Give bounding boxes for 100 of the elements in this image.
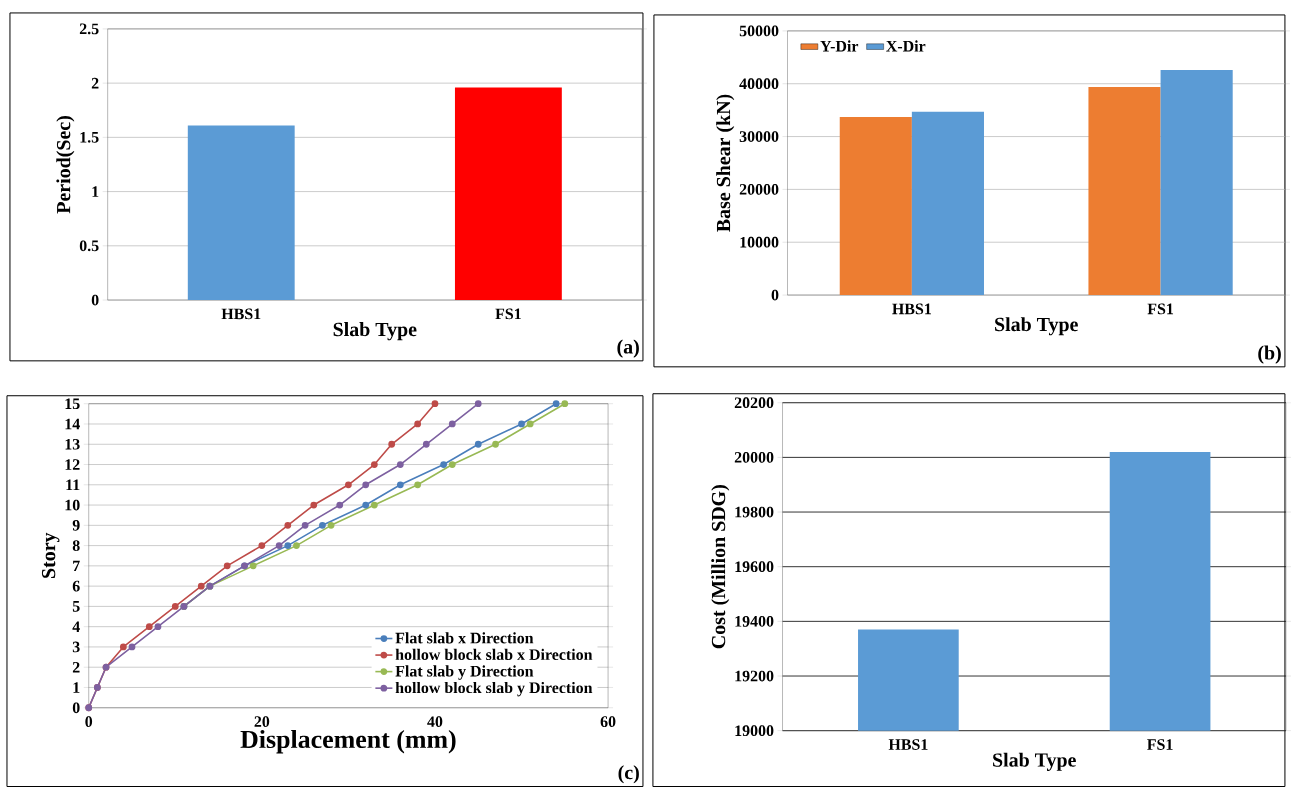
point xyxy=(431,400,439,408)
point xyxy=(422,441,430,448)
point xyxy=(223,562,231,570)
point xyxy=(119,643,127,651)
y-tick-label: 14 xyxy=(65,418,80,430)
x-axis-title: Displacement (mm) xyxy=(240,730,456,754)
point xyxy=(561,400,569,408)
bar xyxy=(1160,70,1233,296)
text: (b) xyxy=(1258,345,1281,364)
x-axis-title: Slab Type xyxy=(993,753,1076,772)
y-tick-label: 9 xyxy=(72,520,80,531)
y-tick-label: 0 xyxy=(771,289,779,301)
point xyxy=(474,441,482,448)
y-tick-label: 10000 xyxy=(740,237,779,248)
point xyxy=(414,420,422,428)
y-tick-label: 19800 xyxy=(735,506,774,518)
y-tick-label: 11 xyxy=(66,479,80,491)
point xyxy=(396,461,404,469)
point xyxy=(284,522,292,529)
y-tick-label: 4 xyxy=(72,621,80,633)
y-tick-label: 3 xyxy=(72,641,80,653)
point xyxy=(293,542,300,550)
text: (c) xyxy=(618,765,639,784)
y-tick-label: 6 xyxy=(72,581,80,592)
point xyxy=(362,481,370,489)
point xyxy=(145,623,153,631)
point xyxy=(414,481,422,489)
point xyxy=(301,522,309,529)
point xyxy=(284,542,292,550)
y-tick-label: 13 xyxy=(65,439,80,450)
legend-label: Flat slab y Direction xyxy=(395,665,534,681)
point xyxy=(258,542,266,550)
point xyxy=(249,562,257,570)
y-axis-title: Story xyxy=(41,532,60,579)
y-tick-label: 0.5 xyxy=(79,240,99,252)
y-tick-label: 30000 xyxy=(739,131,779,143)
point xyxy=(440,461,448,469)
x-tick-label: FS1 xyxy=(1147,739,1173,751)
y-tick-label: 0 xyxy=(91,294,99,306)
legend-label: Y-Dir xyxy=(820,40,859,52)
bar xyxy=(911,111,984,296)
point xyxy=(310,501,318,509)
x-axis-title: Slab Type xyxy=(995,317,1078,336)
y-tick-label: 10 xyxy=(65,499,80,511)
point xyxy=(370,501,378,509)
x-tick-label: 40 xyxy=(427,716,443,728)
y-axis-title: Base Shear (kN) xyxy=(716,94,735,233)
y-tick-label: 19400 xyxy=(735,616,774,627)
y-tick-label: 15 xyxy=(65,398,80,410)
x-tick-label: FS1 xyxy=(1147,303,1174,315)
x-tick-label: HBS1 xyxy=(892,303,931,315)
point xyxy=(319,522,326,529)
y-tick-label: 20200 xyxy=(734,397,774,409)
y-tick-label: 20000 xyxy=(739,184,779,196)
point xyxy=(396,481,404,489)
y-tick-label: 0 xyxy=(72,702,80,714)
x-tick-label: 60 xyxy=(600,716,616,728)
y-tick-label: 19200 xyxy=(735,670,774,682)
text: (a) xyxy=(617,339,639,358)
y-tick-label: 1.5 xyxy=(80,132,99,143)
point xyxy=(336,501,344,509)
y-tick-label: 19600 xyxy=(735,561,774,573)
y-axis-title: Period(Sec) xyxy=(56,116,75,214)
point xyxy=(171,603,179,611)
y-tick-label: 2 xyxy=(91,78,99,89)
legend-label: hollow block slab x Direction xyxy=(395,649,593,661)
x-tick-label: 20 xyxy=(254,716,270,728)
y-tick-label: 50000 xyxy=(739,25,779,37)
legend-label: X-Dir xyxy=(886,40,926,52)
y-tick-label: 20000 xyxy=(734,452,774,464)
point xyxy=(197,582,205,590)
y-tick-label: 12 xyxy=(65,459,80,471)
point xyxy=(362,501,370,509)
bar xyxy=(1088,87,1161,296)
point xyxy=(448,420,456,428)
y-tick-label: 40000 xyxy=(739,78,779,90)
point xyxy=(370,461,378,469)
point xyxy=(275,542,283,550)
point xyxy=(492,441,499,448)
legend-label: hollow block slab y Direction xyxy=(395,682,593,697)
point xyxy=(154,623,162,631)
y-axis-title: Cost (Million SDG) xyxy=(711,485,730,649)
x-tick-label: HBS1 xyxy=(221,308,261,320)
y-tick-label: 19000 xyxy=(735,725,774,737)
point xyxy=(552,400,560,408)
point xyxy=(388,441,396,448)
y-tick-label: 1 xyxy=(73,682,80,693)
legend-label: Flat slab x Direction xyxy=(395,632,534,644)
point xyxy=(518,420,525,428)
y-tick-label: 1 xyxy=(92,186,99,198)
x-tick-label: HBS1 xyxy=(888,739,928,751)
y-tick-label: 2.5 xyxy=(79,23,99,35)
point xyxy=(448,461,456,469)
point xyxy=(474,400,482,408)
point xyxy=(526,420,534,428)
y-tick-label: 7 xyxy=(73,560,80,572)
y-tick-label: 8 xyxy=(72,540,80,552)
point xyxy=(327,522,335,529)
bar xyxy=(839,117,912,296)
y-tick-label: 5 xyxy=(72,601,80,612)
